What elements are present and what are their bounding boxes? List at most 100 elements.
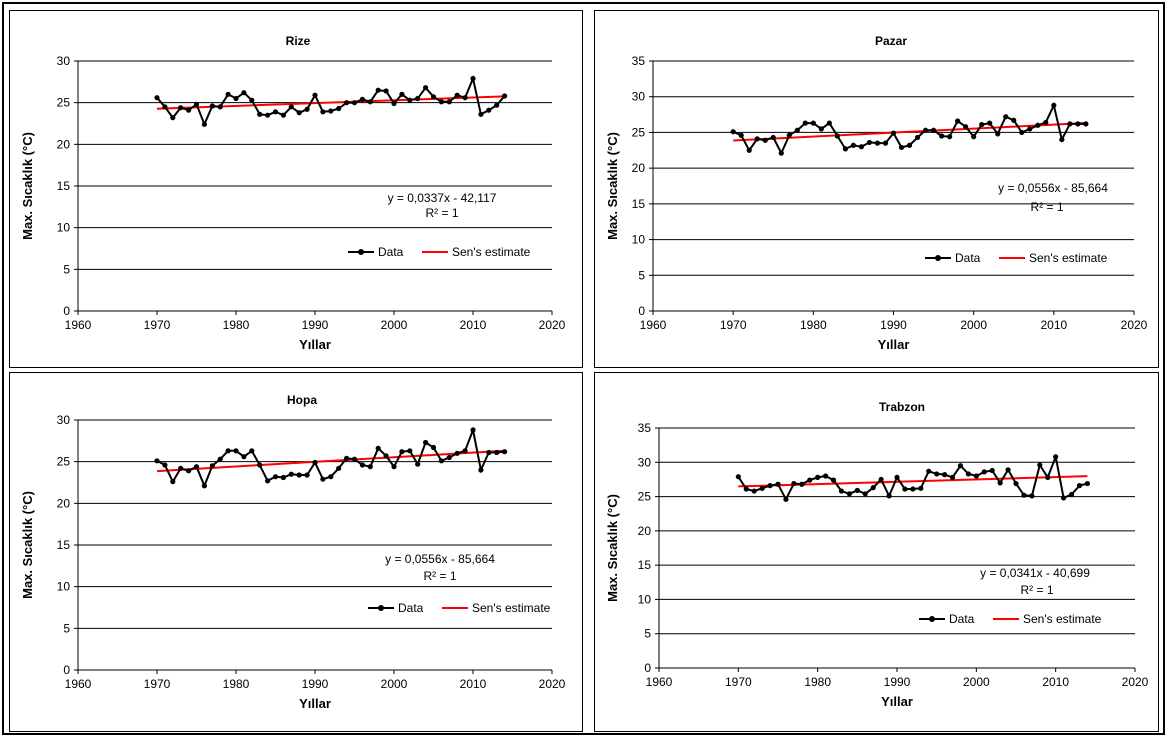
data-point xyxy=(328,474,334,480)
data-point xyxy=(249,448,255,454)
y-tick-label: 5 xyxy=(63,262,70,276)
data-point xyxy=(486,449,492,456)
data-point xyxy=(995,131,1001,137)
y-tick-label: 20 xyxy=(632,161,646,175)
x-tick-label: 2010 xyxy=(1040,318,1067,332)
data-point xyxy=(963,124,969,130)
x-tick-label: 1980 xyxy=(800,318,827,332)
chart-svg-rize: Rize 0 5 10 15 20 25 30 1960 1970 1980 1990 2000 2010… xyxy=(20,34,566,352)
data-point xyxy=(957,463,964,469)
legend-data-marker xyxy=(378,605,384,611)
data-point xyxy=(1021,492,1027,498)
data-point xyxy=(767,483,773,489)
y-tick-label: 35 xyxy=(638,421,652,435)
data-point xyxy=(225,91,231,97)
x-tick-label: 1990 xyxy=(302,318,329,332)
data-point xyxy=(430,94,437,100)
data-point xyxy=(494,449,500,456)
data-point xyxy=(367,464,373,470)
y-axis-label: Max. Sıcaklık (°C) xyxy=(20,132,35,240)
chart-title: Pazar xyxy=(875,34,907,48)
legend-trend-label: Sen's estimate xyxy=(452,245,531,259)
data-point xyxy=(233,448,239,454)
x-tick-label: 1970 xyxy=(725,675,752,689)
data-point xyxy=(494,102,500,108)
data-point xyxy=(1019,129,1025,136)
data-point xyxy=(1059,136,1065,143)
x-tick-label: 2010 xyxy=(460,318,487,332)
y-tick-label: 30 xyxy=(638,455,652,469)
data-point xyxy=(1043,119,1049,126)
data-point xyxy=(1027,126,1033,132)
data-point xyxy=(906,142,913,148)
data-point xyxy=(987,120,993,126)
y-tick-label: 5 xyxy=(63,621,70,635)
data-point xyxy=(446,454,452,461)
data-point xyxy=(233,95,239,102)
data-point xyxy=(735,474,741,480)
data-point xyxy=(454,450,460,456)
x-tick-label: 2000 xyxy=(963,675,990,689)
data-point xyxy=(415,95,421,102)
data-point xyxy=(949,474,956,480)
data-point xyxy=(170,479,176,485)
chart-panel-rize: Rize 0 5 10 15 20 25 30 1960 1970 1980 1990 2000 2010… xyxy=(9,10,583,368)
data-point xyxy=(154,458,160,464)
y-tick-label: 30 xyxy=(57,413,71,427)
y-tick-label: 0 xyxy=(638,304,645,318)
data-point xyxy=(272,109,279,115)
data-point xyxy=(312,459,318,466)
r-squared: R² = 1 xyxy=(1030,200,1063,214)
data-point xyxy=(989,467,995,474)
x-tick-label: 1970 xyxy=(144,677,171,691)
data-point xyxy=(154,95,160,101)
legend-data-label: Data xyxy=(378,245,404,259)
data-point xyxy=(193,464,200,470)
data-point xyxy=(973,473,979,479)
chart-panel-pazar: Pazar 0 5 10 15 20 25 30 35 1960 1970 1980 1990 2000 2… xyxy=(594,10,1159,368)
data-point xyxy=(738,132,744,138)
data-point xyxy=(446,99,452,105)
y-tick-label: 20 xyxy=(638,524,652,538)
x-tick-label: 2000 xyxy=(381,318,408,332)
data-point xyxy=(775,481,781,487)
data-point xyxy=(866,139,873,146)
data-point xyxy=(391,464,397,470)
y-tick-label: 10 xyxy=(632,233,646,247)
data-point xyxy=(320,476,326,482)
legend-data-marker xyxy=(929,616,935,622)
y-tick-label: 20 xyxy=(57,496,71,510)
data-point xyxy=(257,111,263,117)
data-point xyxy=(217,104,223,110)
legend-trend-label: Sen's estimate xyxy=(472,601,551,615)
chart-title: Rize xyxy=(286,34,311,48)
data-point xyxy=(399,91,405,97)
data-point xyxy=(1045,474,1051,480)
x-tick-label: 1990 xyxy=(884,675,911,689)
data-point xyxy=(759,485,765,491)
data-point xyxy=(942,472,948,478)
data-point xyxy=(344,100,350,106)
data-point xyxy=(478,111,484,117)
data-point xyxy=(823,473,829,479)
data-point xyxy=(870,485,876,491)
y-tick-label: 20 xyxy=(57,137,71,151)
chart-title: Hopa xyxy=(287,393,317,407)
data-point xyxy=(304,472,310,478)
x-tick-label: 2020 xyxy=(539,318,566,332)
data-point xyxy=(351,100,358,106)
data-point xyxy=(209,463,215,469)
data-point xyxy=(878,476,884,483)
data-point xyxy=(367,99,373,105)
legend-data-marker xyxy=(935,255,941,261)
data-point xyxy=(162,104,168,110)
data-point xyxy=(201,483,207,489)
data-point xyxy=(265,478,271,484)
data-point xyxy=(882,140,889,146)
data-point xyxy=(288,104,294,110)
x-tick-label: 1970 xyxy=(144,318,171,332)
data-point xyxy=(470,75,476,82)
data-point xyxy=(399,449,405,455)
data-point xyxy=(470,427,476,433)
